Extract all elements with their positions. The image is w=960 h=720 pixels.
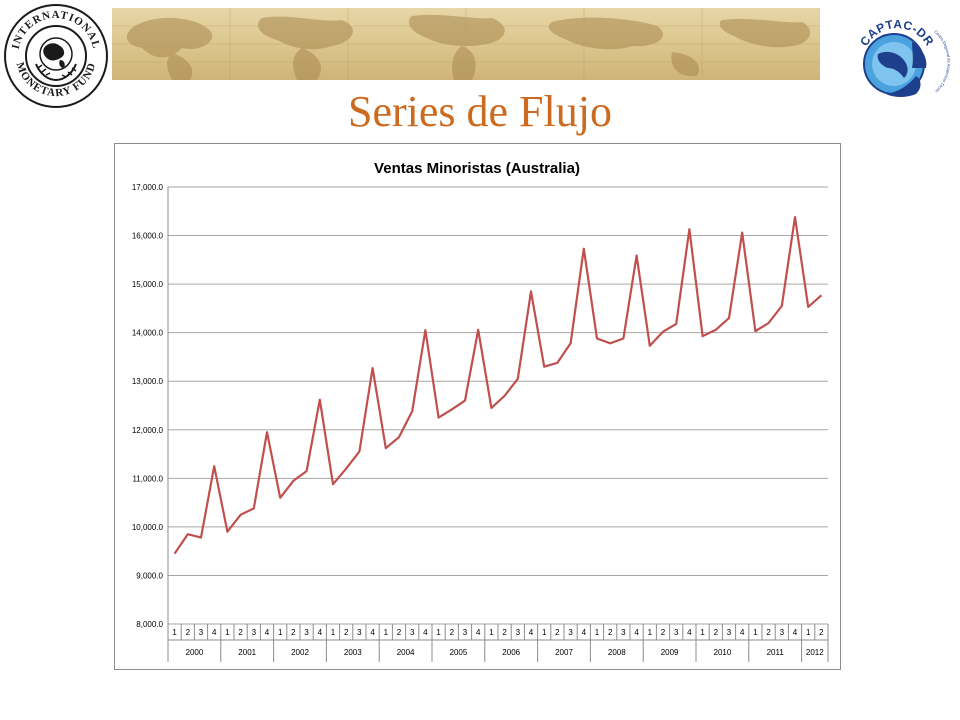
x-quarter-label: 1: [753, 628, 758, 637]
x-quarter-label: 1: [331, 628, 336, 637]
series-line: [173, 215, 823, 555]
imf-logo: INTERNATIONAL MONETARY FUND: [2, 2, 110, 110]
x-quarter-label: 3: [252, 628, 257, 637]
x-year-label: 2005: [450, 648, 468, 657]
x-quarter-label: 4: [318, 628, 323, 637]
x-quarter-label: 2: [661, 628, 666, 637]
x-quarter-label: 4: [740, 628, 745, 637]
y-tick-label: 11,000.0: [132, 474, 163, 483]
x-quarter-label: 2: [714, 628, 719, 637]
x-year-label: 2001: [238, 648, 256, 657]
x-year-label: 2010: [714, 648, 732, 657]
x-year-label: 2009: [661, 648, 679, 657]
x-quarter-label: 3: [199, 628, 204, 637]
x-year-label: 2006: [502, 648, 520, 657]
x-quarter-label: 4: [793, 628, 798, 637]
x-quarter-label: 3: [621, 628, 626, 637]
x-quarter-label: 1: [436, 628, 441, 637]
x-quarter-label: 4: [423, 628, 428, 637]
line-chart: Ventas Minoristas (Australia) 8,000.0 9,0…: [132, 160, 829, 662]
y-tick-label: 15,000.0: [132, 280, 164, 289]
x-quarter-label: 1: [225, 628, 230, 637]
x-year-label: 2000: [186, 648, 204, 657]
y-tick-label: 10,000.0: [132, 523, 164, 532]
x-quarter-label: 2: [291, 628, 296, 637]
x-quarter-label: 3: [727, 628, 732, 637]
x-quarter-label: 1: [542, 628, 547, 637]
x-quarter-label: 3: [463, 628, 468, 637]
x-quarter-label: 2: [450, 628, 455, 637]
x-quarter-label: 2: [186, 628, 191, 637]
x-quarter-label: 4: [370, 628, 375, 637]
x-quarter-label: 4: [582, 628, 587, 637]
slide-title: Series de Flujo: [348, 87, 612, 136]
x-quarter-label: 2: [555, 628, 560, 637]
x-quarter-label: 1: [648, 628, 653, 637]
x-quarter-label: 1: [700, 628, 705, 637]
x-quarter-label: 1: [806, 628, 811, 637]
y-tick-label: 17,000.0: [132, 183, 164, 192]
x-quarter-label: 3: [516, 628, 521, 637]
x-year-label: 2002: [291, 648, 309, 657]
x-quarter-label: 2: [397, 628, 402, 637]
y-tick-label: 16,000.0: [132, 232, 164, 241]
y-tick-label: 8,000.0: [136, 620, 163, 629]
y-tick-label: 9,000.0: [136, 571, 163, 580]
x-quarter-label: 1: [489, 628, 494, 637]
x-quarter-label: 3: [304, 628, 309, 637]
x-quarter-label: 3: [674, 628, 679, 637]
x-quarter-label: 4: [687, 628, 692, 637]
series-layer: [173, 215, 823, 555]
x-quarter-label: 1: [384, 628, 389, 637]
captac-dr-logo: CAPTAC-DR Centro Regional de Asistencia …: [840, 0, 952, 112]
x-year-label: 2008: [608, 648, 626, 657]
x-quarter-label: 2: [238, 628, 243, 637]
x-quarter-label: 2: [344, 628, 349, 637]
x-year-label: 2003: [344, 648, 362, 657]
x-quarter-label: 4: [212, 628, 217, 637]
x-quarter-label: 3: [410, 628, 415, 637]
gridlines: [167, 186, 828, 625]
x-quarter-label: 2: [502, 628, 507, 637]
header-map-banner: [112, 8, 820, 80]
x-quarter-label: 4: [634, 628, 639, 637]
x-year-label: 2004: [397, 648, 415, 657]
chart-frame: Ventas Minoristas (Australia) 8,000.0 9,0…: [114, 143, 841, 670]
x-quarter-label: 2: [766, 628, 771, 637]
x-quarter-label: 3: [568, 628, 573, 637]
x-quarter-label: 1: [278, 628, 283, 637]
x-year-label: 2011: [767, 648, 785, 657]
x-quarter-label: 2: [608, 628, 613, 637]
x-quarter-label: 3: [780, 628, 785, 637]
x-quarter-label: 4: [476, 628, 481, 637]
x-quarter-label: 4: [265, 628, 270, 637]
world-map-graphic: [112, 8, 820, 80]
y-tick-label: 14,000.0: [132, 329, 164, 338]
y-tick-label: 12,000.0: [132, 426, 164, 435]
x-quarter-label: 1: [595, 628, 600, 637]
y-tick-label: 13,000.0: [132, 377, 164, 386]
x-quarter-label: 4: [529, 628, 534, 637]
x-year-label: 2007: [555, 648, 573, 657]
x-quarter-label: 1: [172, 628, 177, 637]
chart-title: Ventas Minoristas (Australia): [374, 160, 580, 177]
y-axis-tick-labels: 8,000.0 9,000.0 10,000.0 11,000.0 12,000.0 13…: [132, 183, 164, 629]
x-quarter-label: 3: [357, 628, 362, 637]
x-quarter-label: 2: [819, 628, 824, 637]
x-year-label: 2012: [806, 648, 824, 657]
